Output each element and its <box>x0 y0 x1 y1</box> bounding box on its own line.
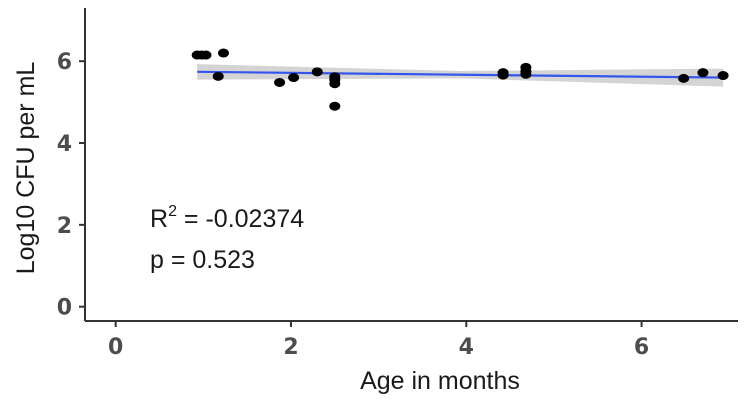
data-point <box>697 68 709 78</box>
r-squared-annotation: R2 = -0.02374 <box>150 203 304 233</box>
data-point <box>274 77 286 87</box>
data-point <box>329 79 341 89</box>
data-point <box>717 71 729 81</box>
data-point <box>497 70 509 80</box>
data-point <box>200 50 212 60</box>
data-point <box>678 73 690 83</box>
data-point <box>329 101 341 111</box>
data-point <box>311 67 323 77</box>
x-tick-label: 0 <box>108 335 123 360</box>
y-tick-label: 2 <box>57 214 72 239</box>
p-value-annotation: p = 0.523 <box>150 246 255 274</box>
x-axis-title: Age in months <box>360 367 520 395</box>
y-axis-title: Log10 CFU per mL <box>12 62 40 275</box>
data-point <box>217 48 229 58</box>
data-point <box>212 71 224 81</box>
y-tick-label: 4 <box>57 132 72 157</box>
y-tick-label: 0 <box>57 296 72 321</box>
x-tick-label: 4 <box>459 335 474 360</box>
data-point <box>520 69 532 79</box>
regression-line <box>197 70 724 79</box>
x-tick-label: 2 <box>283 335 298 360</box>
data-point <box>288 73 300 83</box>
x-tick-label: 6 <box>634 335 649 360</box>
y-tick-label: 6 <box>57 50 72 75</box>
